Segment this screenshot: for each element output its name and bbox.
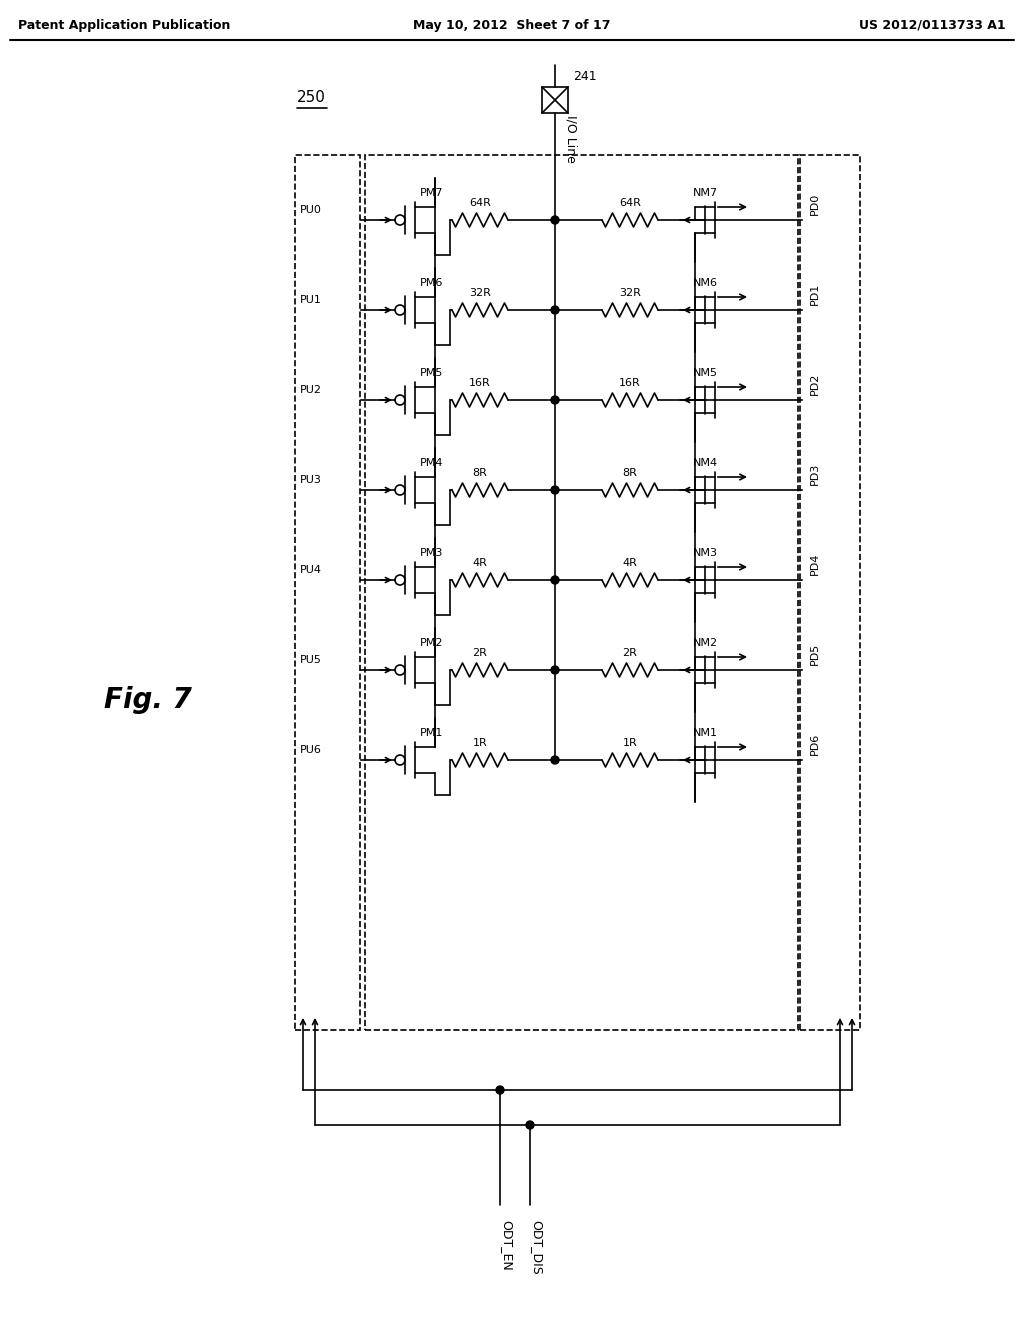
Text: PM6: PM6 xyxy=(420,279,443,288)
Text: NM5: NM5 xyxy=(693,368,718,378)
Text: PM4: PM4 xyxy=(420,458,443,469)
Circle shape xyxy=(551,396,559,404)
Bar xyxy=(542,87,568,114)
Text: 32R: 32R xyxy=(620,288,641,298)
Text: PD5: PD5 xyxy=(810,643,820,665)
Text: Fig. 7: Fig. 7 xyxy=(104,686,191,714)
Text: 1R: 1R xyxy=(623,738,637,748)
Text: NM3: NM3 xyxy=(693,548,718,558)
Text: Patent Application Publication: Patent Application Publication xyxy=(18,18,230,32)
Text: PU0: PU0 xyxy=(300,205,322,215)
Text: PU2: PU2 xyxy=(300,385,322,395)
Text: PD0: PD0 xyxy=(810,193,820,215)
Text: 64R: 64R xyxy=(620,198,641,209)
Text: 241: 241 xyxy=(573,70,597,83)
Text: 250: 250 xyxy=(297,90,326,106)
Text: 32R: 32R xyxy=(469,288,490,298)
Circle shape xyxy=(551,216,559,224)
Text: PU4: PU4 xyxy=(300,565,322,576)
Text: PD4: PD4 xyxy=(810,553,820,576)
Text: NM2: NM2 xyxy=(693,638,718,648)
Text: PD2: PD2 xyxy=(810,372,820,395)
Text: 8R: 8R xyxy=(623,469,637,478)
Text: 16R: 16R xyxy=(620,378,641,388)
Text: PD6: PD6 xyxy=(810,733,820,755)
Circle shape xyxy=(551,306,559,314)
Text: 2R: 2R xyxy=(472,648,487,657)
Bar xyxy=(295,154,360,1030)
Circle shape xyxy=(551,576,559,583)
Text: 1R: 1R xyxy=(473,738,487,748)
Text: 64R: 64R xyxy=(469,198,490,209)
Text: May 10, 2012  Sheet 7 of 17: May 10, 2012 Sheet 7 of 17 xyxy=(414,18,610,32)
Circle shape xyxy=(526,1121,534,1129)
Text: PM5: PM5 xyxy=(420,368,443,378)
Text: PU1: PU1 xyxy=(300,294,322,305)
Text: PM3: PM3 xyxy=(420,548,443,558)
Text: PM1: PM1 xyxy=(420,729,443,738)
Text: 8R: 8R xyxy=(472,469,487,478)
Text: US 2012/0113733 A1: US 2012/0113733 A1 xyxy=(859,18,1006,32)
Text: PU5: PU5 xyxy=(300,655,322,665)
Text: 16R: 16R xyxy=(469,378,490,388)
Text: NM1: NM1 xyxy=(693,729,718,738)
Text: ODT_DIS: ODT_DIS xyxy=(530,1220,543,1275)
Text: ODT_EN: ODT_EN xyxy=(500,1220,513,1271)
Text: I/O Line: I/O Line xyxy=(565,115,578,162)
Text: PU6: PU6 xyxy=(300,744,322,755)
Text: PM7: PM7 xyxy=(420,187,443,198)
Circle shape xyxy=(551,486,559,494)
Text: PM2: PM2 xyxy=(420,638,443,648)
Text: PD3: PD3 xyxy=(810,463,820,484)
Text: 4R: 4R xyxy=(472,558,487,568)
Text: PU3: PU3 xyxy=(300,475,322,484)
Circle shape xyxy=(496,1086,504,1094)
Text: 4R: 4R xyxy=(623,558,637,568)
Text: NM6: NM6 xyxy=(693,279,718,288)
Circle shape xyxy=(551,667,559,675)
Bar xyxy=(365,154,798,1030)
Circle shape xyxy=(551,756,559,764)
Text: 2R: 2R xyxy=(623,648,637,657)
Text: NM7: NM7 xyxy=(693,187,718,198)
Text: PD1: PD1 xyxy=(810,282,820,305)
Bar xyxy=(800,154,860,1030)
Text: NM4: NM4 xyxy=(693,458,718,469)
